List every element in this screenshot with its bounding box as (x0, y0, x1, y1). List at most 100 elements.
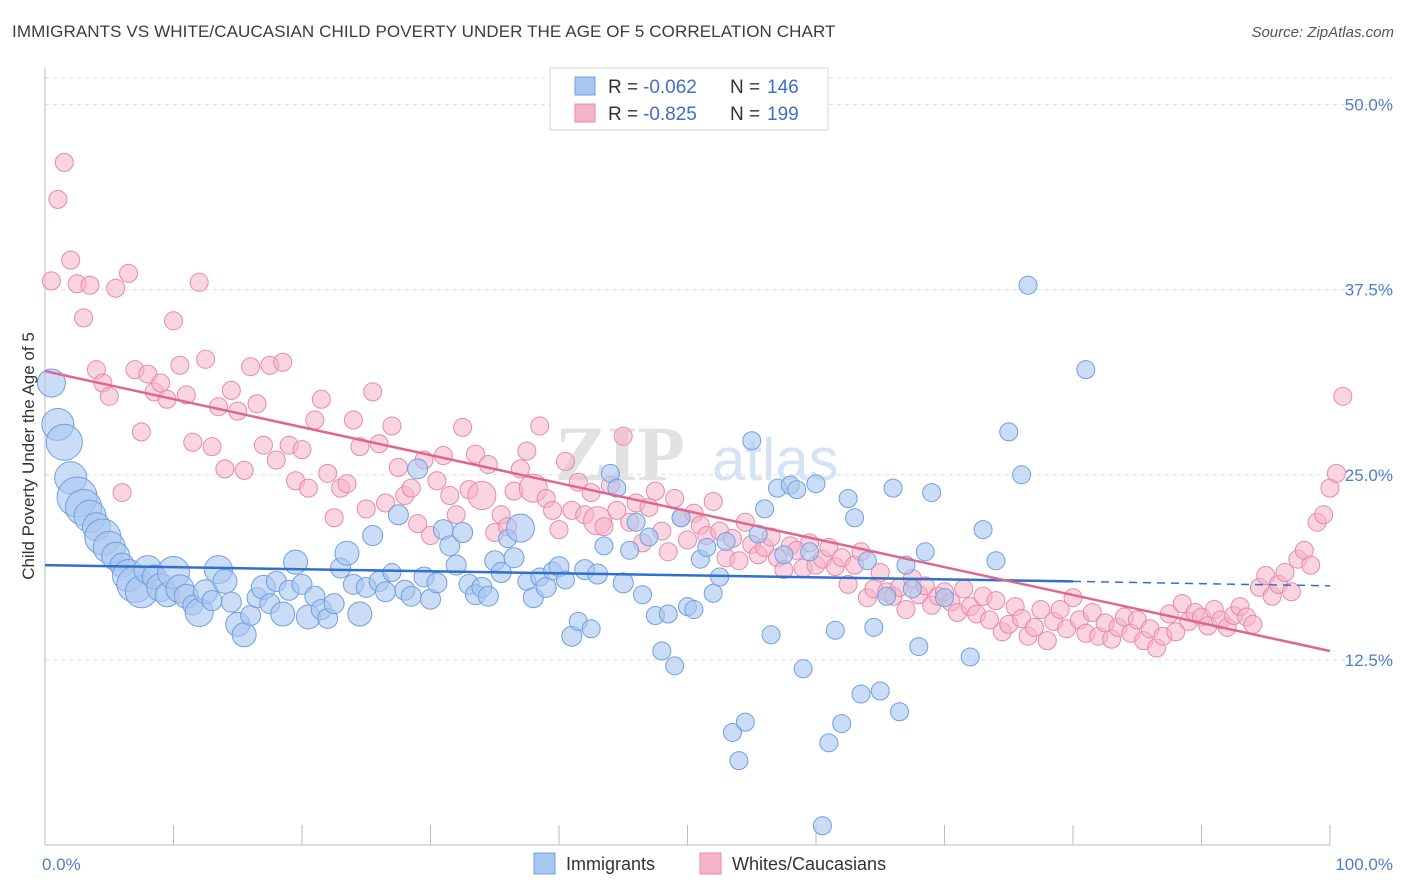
immigrants-point (45, 423, 83, 461)
whites-caucasians-point (543, 500, 563, 520)
whites-caucasians-point (164, 311, 183, 331)
whites-caucasians-trend-line (44, 369, 1331, 653)
immigrants-point (633, 585, 653, 605)
immigrants-point (1018, 275, 1038, 295)
whites-caucasians-point (594, 517, 614, 537)
whites-caucasians-point (54, 152, 74, 172)
whites-caucasians-point (170, 355, 190, 375)
whites-caucasians-point (363, 382, 383, 402)
immigrants-point (620, 540, 640, 560)
immigrants-point (270, 601, 296, 627)
legend-swatch-whites (574, 103, 596, 123)
immigrants-point (212, 568, 238, 594)
whites-caucasians-point (658, 542, 678, 562)
legend-r-value-2: -0.825 (643, 104, 697, 125)
immigrants-point (201, 590, 223, 612)
immigrants-point (658, 604, 678, 624)
immigrants-point (864, 617, 884, 637)
whites-caucasians-point (196, 349, 216, 369)
immigrants-point (477, 585, 499, 607)
whites-caucasians-point (215, 459, 235, 479)
whites-caucasians-point (1063, 588, 1083, 608)
whites-caucasians-point (61, 250, 81, 270)
whites-caucasians-point (1314, 505, 1334, 525)
immigrants-point (607, 478, 627, 498)
whites-caucasians-point (896, 600, 916, 620)
whites-caucasians-point (467, 481, 497, 511)
whites-caucasians-point (324, 508, 344, 528)
whites-caucasians-point (241, 357, 261, 377)
immigrants-point (755, 499, 775, 519)
immigrants-point (722, 722, 742, 742)
immigrants-point (1012, 465, 1032, 485)
whites-caucasians-point (517, 441, 537, 461)
immigrants-point (716, 531, 736, 551)
whites-caucasians-point (106, 278, 126, 298)
bottom-legend-whites: Whites/Caucasians (732, 854, 886, 874)
whites-caucasians-point (1166, 622, 1186, 642)
whites-caucasians-point (247, 394, 267, 414)
immigrants-point (407, 458, 429, 480)
y-tick-label: 25.0% (1345, 466, 1393, 485)
immigrants-point (684, 600, 704, 620)
legend-r-label-2: R = (608, 104, 638, 125)
immigrants-point (612, 572, 634, 594)
whites-caucasians-point (440, 486, 460, 506)
immigrants-point (334, 540, 360, 566)
immigrants-point (220, 591, 242, 613)
immigrants-point (935, 588, 954, 608)
immigrants-point (581, 619, 601, 639)
whites-caucasians-point (176, 385, 196, 405)
immigrants-point (703, 583, 723, 603)
whites-caucasians-point (465, 444, 485, 464)
whites-caucasians-point (266, 450, 286, 470)
whites-caucasians-point (74, 308, 94, 328)
whites-caucasians-point (311, 389, 331, 409)
whites-caucasians-point (388, 457, 408, 477)
whites-caucasians-point (1275, 563, 1295, 583)
whites-caucasians-point (678, 530, 697, 550)
bottom-legend-swatch-immigrants (533, 852, 556, 875)
immigrants-point (870, 681, 890, 701)
whites-caucasians-point (183, 432, 203, 452)
immigrants-point (986, 551, 1006, 571)
immigrants-point (812, 816, 832, 836)
legend-r-label-1: R = (608, 77, 638, 98)
whites-caucasians-point (401, 478, 421, 498)
trend-lines (44, 369, 1331, 653)
whites-caucasians-point (119, 263, 139, 283)
immigrants-point (36, 368, 66, 398)
axes (44, 68, 1331, 846)
whites-caucasians-point (99, 386, 119, 406)
whites-caucasians-point (446, 505, 466, 525)
immigrants-point (877, 586, 897, 606)
whites-caucasians-point (273, 352, 293, 372)
whites-caucasians-point (1301, 555, 1321, 575)
legend-r-value-1: -0.062 (643, 77, 697, 98)
whites-caucasians-point (870, 563, 890, 583)
whites-caucasians-point (318, 463, 338, 483)
immigrants-point (555, 570, 575, 590)
immigrants-point (387, 504, 409, 526)
y-tick-label: 37.5% (1345, 281, 1393, 300)
immigrants-point (231, 622, 257, 648)
whites-caucasians-point (478, 454, 498, 474)
whites-caucasians-point (613, 426, 633, 446)
whites-caucasians-point (337, 474, 357, 494)
immigrants-point (902, 579, 922, 599)
immigrants-point (915, 542, 935, 562)
whites-caucasians-point (202, 437, 222, 457)
legend-swatch-immigrants (574, 76, 596, 96)
immigrants-point (503, 547, 525, 569)
whites-caucasians-point (555, 451, 575, 471)
chart-title: IMMIGRANTS VS WHITE/CAUCASIAN CHILD POVE… (12, 22, 836, 41)
immigrants-point (400, 585, 422, 607)
whites-caucasians-point (1243, 614, 1263, 634)
immigrants-point (445, 554, 467, 576)
immigrants-point (639, 527, 659, 547)
whites-caucasians-point (530, 416, 550, 436)
immigrants-point (626, 512, 646, 532)
immigrants-point (742, 431, 762, 451)
bottom-legend-immigrants: Immigrants (566, 854, 655, 874)
